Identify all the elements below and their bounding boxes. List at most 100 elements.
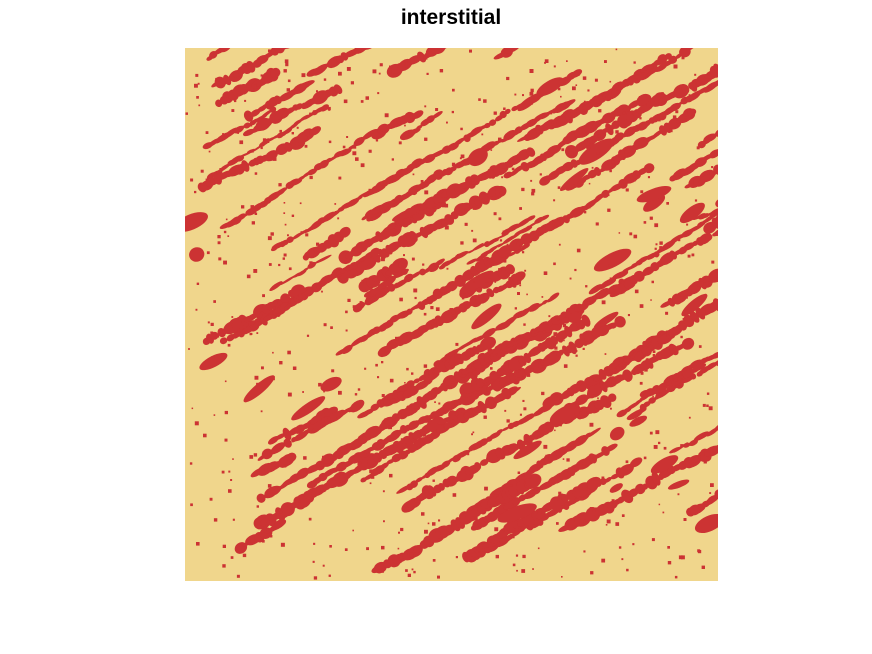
speck	[493, 311, 496, 314]
streak-blob	[690, 359, 703, 368]
speck	[438, 402, 441, 405]
speck	[634, 289, 639, 294]
speck	[330, 326, 333, 329]
speck	[694, 199, 698, 202]
speck	[460, 127, 463, 131]
speck	[287, 392, 292, 397]
streak-blob	[219, 48, 231, 53]
speck	[516, 569, 518, 572]
speck	[710, 483, 714, 487]
speck	[640, 190, 644, 194]
speck	[624, 355, 628, 358]
speck	[195, 73, 199, 77]
speck	[498, 217, 502, 221]
streak-blob	[320, 104, 329, 112]
speck	[615, 48, 618, 51]
speck	[446, 267, 449, 270]
streak-blob	[261, 448, 273, 460]
speck	[457, 254, 461, 257]
speck	[635, 171, 640, 176]
speck	[219, 168, 222, 171]
speck	[703, 460, 707, 464]
speck	[701, 565, 705, 569]
speck	[495, 353, 498, 356]
speck	[517, 471, 521, 474]
speck	[566, 60, 568, 62]
speck	[639, 381, 643, 385]
speck	[209, 497, 213, 501]
speck	[312, 286, 317, 290]
speck	[249, 455, 254, 459]
streak-blob	[275, 48, 291, 53]
speck	[369, 469, 373, 474]
speck	[433, 321, 437, 324]
streak-blob	[536, 77, 564, 97]
speck	[224, 410, 228, 415]
speck	[223, 260, 227, 265]
streak-blob	[412, 110, 424, 119]
speck	[683, 518, 687, 521]
speck	[202, 183, 205, 186]
speck	[494, 527, 499, 532]
streak-blob	[609, 483, 623, 493]
speck	[522, 554, 526, 559]
speck	[439, 69, 444, 73]
speck	[531, 102, 533, 105]
speck	[292, 366, 297, 370]
speck	[684, 295, 688, 299]
speck	[499, 191, 502, 195]
speck	[633, 234, 638, 239]
streak-blob	[280, 187, 288, 192]
speck	[478, 294, 481, 298]
speck	[360, 340, 362, 343]
speck	[524, 269, 527, 272]
speck	[191, 407, 194, 410]
speck	[375, 363, 378, 367]
speck	[411, 257, 415, 261]
streak-blob	[487, 168, 496, 179]
speck	[622, 111, 626, 115]
speck	[608, 194, 610, 197]
speck	[424, 190, 429, 195]
speck	[526, 293, 528, 296]
speck	[530, 179, 533, 182]
speck	[291, 214, 295, 217]
speck	[188, 226, 192, 230]
streak-blob	[286, 452, 297, 462]
speck	[534, 436, 538, 439]
speck	[230, 479, 233, 481]
speck	[208, 150, 211, 153]
speck	[553, 332, 558, 337]
speck	[499, 186, 502, 189]
speck	[618, 232, 621, 234]
speck	[256, 332, 259, 334]
speck	[615, 130, 619, 134]
speck	[368, 149, 372, 153]
speck	[446, 121, 448, 124]
speck	[519, 284, 522, 287]
streak-blob	[475, 377, 485, 388]
streak-blob	[398, 260, 407, 268]
speck	[449, 308, 453, 312]
streak-blob	[454, 181, 470, 191]
speck	[190, 503, 193, 507]
speck	[224, 438, 228, 442]
speck	[618, 546, 622, 549]
streak-blob	[667, 479, 690, 490]
speck	[443, 411, 445, 413]
speck	[434, 401, 436, 403]
speck	[503, 107, 506, 110]
speck	[287, 79, 291, 83]
speck	[423, 312, 427, 316]
speck	[424, 137, 428, 141]
streak-blob	[300, 80, 315, 88]
speck	[583, 550, 586, 553]
speck	[431, 471, 434, 474]
speck	[633, 61, 636, 64]
streak-blob	[504, 108, 511, 115]
speck	[469, 49, 472, 53]
speck	[597, 397, 599, 399]
speck	[706, 392, 710, 395]
speck	[564, 503, 569, 507]
streak-blob	[283, 438, 292, 448]
